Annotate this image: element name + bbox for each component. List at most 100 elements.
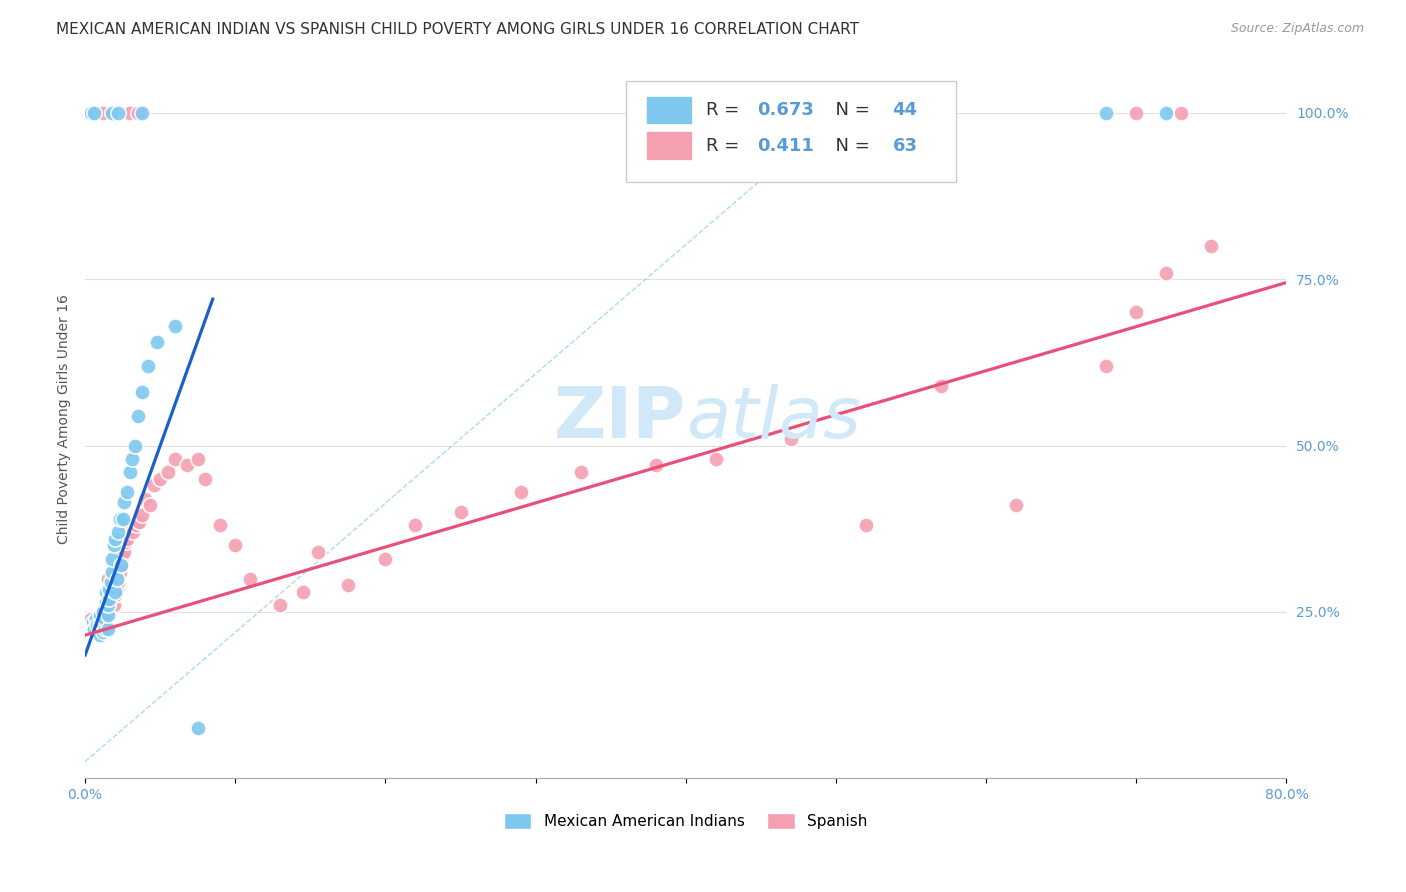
Point xyxy=(101,551,124,566)
Point xyxy=(100,582,122,596)
FancyBboxPatch shape xyxy=(626,81,956,182)
Point xyxy=(187,722,209,736)
Point xyxy=(89,615,111,629)
Point xyxy=(83,105,105,120)
Point xyxy=(644,458,666,473)
Point xyxy=(104,532,127,546)
Point xyxy=(89,618,111,632)
Point xyxy=(80,611,103,625)
Point xyxy=(128,515,150,529)
Point xyxy=(127,105,149,120)
Point xyxy=(187,451,209,466)
Y-axis label: Child Poverty Among Girls Under 16: Child Poverty Among Girls Under 16 xyxy=(58,294,72,544)
Point xyxy=(82,105,104,120)
Point xyxy=(112,495,135,509)
Point xyxy=(107,105,129,120)
Point xyxy=(97,598,120,612)
Point xyxy=(100,574,122,589)
Point xyxy=(239,572,262,586)
Point xyxy=(1095,105,1118,120)
Point xyxy=(94,595,117,609)
Point xyxy=(87,624,110,639)
Point xyxy=(98,595,121,609)
Point xyxy=(97,622,120,636)
Point xyxy=(87,622,110,636)
Point xyxy=(780,432,803,446)
Point xyxy=(93,611,115,625)
Point xyxy=(307,545,329,559)
Point xyxy=(105,572,128,586)
Point xyxy=(110,558,132,573)
Point xyxy=(194,472,217,486)
Point xyxy=(84,611,107,625)
Point xyxy=(1005,499,1028,513)
Point xyxy=(509,485,531,500)
Text: 44: 44 xyxy=(893,101,917,119)
Point xyxy=(110,558,132,573)
Point xyxy=(101,591,124,606)
Point xyxy=(97,608,120,623)
Point xyxy=(91,105,114,120)
Point xyxy=(134,491,156,506)
Point xyxy=(120,105,142,120)
Text: MEXICAN AMERICAN INDIAN VS SPANISH CHILD POVERTY AMONG GIRLS UNDER 16 CORRELATIO: MEXICAN AMERICAN INDIAN VS SPANISH CHILD… xyxy=(56,22,859,37)
Point xyxy=(90,615,112,629)
Point xyxy=(156,465,179,479)
Point xyxy=(291,585,314,599)
Point xyxy=(86,624,108,639)
Point xyxy=(120,465,142,479)
Point xyxy=(855,518,877,533)
Point xyxy=(138,499,160,513)
Point xyxy=(91,605,114,619)
Point xyxy=(89,608,111,623)
Point xyxy=(125,518,148,533)
Legend: Mexican American Indians, Spanish: Mexican American Indians, Spanish xyxy=(498,807,873,835)
Point xyxy=(269,598,291,612)
Point xyxy=(108,565,131,579)
Point xyxy=(224,538,246,552)
Point xyxy=(104,588,127,602)
Point xyxy=(336,578,359,592)
Point xyxy=(90,608,112,623)
Point xyxy=(94,585,117,599)
Point xyxy=(82,622,104,636)
Point xyxy=(120,522,142,536)
Point xyxy=(91,624,114,639)
FancyBboxPatch shape xyxy=(647,95,692,124)
Point xyxy=(1170,105,1192,120)
Point xyxy=(404,518,426,533)
Point xyxy=(98,601,121,615)
Point xyxy=(124,438,146,452)
Point xyxy=(1201,239,1223,253)
Point xyxy=(450,505,472,519)
Text: N =: N = xyxy=(824,101,876,119)
Text: N =: N = xyxy=(824,136,876,155)
Text: R =: R = xyxy=(706,101,745,119)
Point xyxy=(108,512,131,526)
Text: R =: R = xyxy=(706,136,745,155)
Point xyxy=(93,622,115,636)
Point xyxy=(84,615,107,629)
Point xyxy=(704,451,727,466)
Point xyxy=(374,551,396,566)
Point xyxy=(93,622,115,636)
Point xyxy=(97,608,120,623)
FancyBboxPatch shape xyxy=(647,131,692,161)
Point xyxy=(107,524,129,539)
Text: 0.411: 0.411 xyxy=(756,136,814,155)
Text: 63: 63 xyxy=(893,136,917,155)
Point xyxy=(101,105,124,120)
Point xyxy=(1156,105,1178,120)
Point xyxy=(83,622,105,636)
Point xyxy=(136,359,159,373)
Point xyxy=(101,565,124,579)
Point xyxy=(91,618,114,632)
Point xyxy=(114,535,136,549)
Point xyxy=(86,618,108,632)
Point xyxy=(131,105,153,120)
Point xyxy=(111,549,134,563)
Text: ZIP: ZIP xyxy=(554,384,686,453)
Point xyxy=(112,545,135,559)
Point xyxy=(127,409,149,423)
Point xyxy=(1156,266,1178,280)
